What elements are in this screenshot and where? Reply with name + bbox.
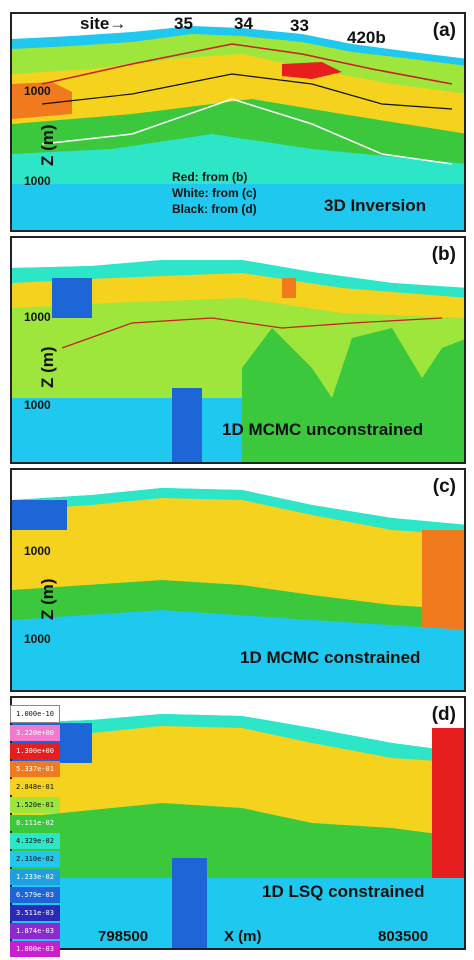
- panel-label-c: (c): [432, 476, 456, 497]
- panel-title-c: 1D MCMC constrained: [240, 648, 421, 667]
- legend-item: 2.310e-02: [10, 851, 60, 867]
- annotation-white: White: from (c): [172, 186, 257, 200]
- depth-tick-bottom-a: 1000: [24, 174, 51, 188]
- depth-tick-bottom-c: 1000: [24, 632, 51, 646]
- depth-tick-bottom-b: 1000: [24, 398, 51, 412]
- panel-a-section: [12, 14, 464, 230]
- line-annotations: Red: from (b) White: from (c) Black: fro…: [172, 169, 257, 217]
- site-34: 34: [234, 14, 253, 33]
- annotation-red: Red: from (b): [172, 170, 248, 184]
- site-prefix: site→: [80, 14, 127, 33]
- x-axis-label: X (m): [224, 928, 262, 945]
- depth-tick-top-b: 1000: [24, 310, 51, 324]
- panel-d-section: [12, 698, 464, 948]
- legend-item: 6.579e-03: [10, 887, 60, 903]
- site-33: 33: [290, 16, 309, 35]
- site-35: 35: [174, 14, 193, 33]
- panel-d: (d) 1D LSQ constrained 798500 X (m) 8035…: [10, 696, 466, 950]
- panel-a: site→ 35 34 33 420b (a) Red: from (b) Wh…: [10, 12, 466, 232]
- legend-item: 1.000e-03: [10, 941, 60, 957]
- legend-item: 1.000e-10: [10, 705, 60, 723]
- panel-label-d: (d): [431, 704, 456, 725]
- panel-title-a: 3D Inversion: [324, 196, 427, 215]
- site-420b: 420b: [347, 28, 386, 47]
- panel-c: (c) 1D MCMC constrained 1000 1000 Z (m): [10, 468, 466, 692]
- panel-title-b: 1D MCMC unconstrained: [222, 420, 424, 439]
- legend-item: 1.233e-02: [10, 869, 60, 885]
- annotation-black: Black: from (d): [172, 202, 257, 216]
- z-axis-label-c: Z (m): [38, 578, 57, 620]
- panel-label-b: (b): [431, 244, 456, 265]
- legend-item: 3.511e-03: [10, 905, 60, 921]
- depth-tick-top-a: 1000: [24, 84, 51, 98]
- x-tick-798500: 798500: [98, 928, 149, 945]
- depth-tick-top-c: 1000: [24, 544, 51, 558]
- legend-item: 4.329e-02: [10, 833, 60, 849]
- x-tick-803500: 803500: [378, 928, 429, 945]
- z-axis-label-a: Z (m): [38, 124, 57, 166]
- legend-item: 1.300e+00: [10, 743, 60, 759]
- legend-item: 1.874e-03: [10, 923, 60, 939]
- legend-item: 2.848e-01: [10, 779, 60, 795]
- panel-title-d: 1D LSQ constrained: [262, 882, 425, 901]
- legend-item: 5.337e-01: [10, 761, 60, 777]
- color-legend: 1.000e-10 3.220e+00 1.300e+00 5.337e-01 …: [10, 705, 60, 959]
- panel-b-section: [12, 238, 464, 462]
- panel-c-section: [12, 470, 464, 690]
- panel-label-a: (a): [432, 20, 456, 41]
- z-axis-label-b: Z (m): [38, 346, 57, 388]
- legend-item: 3.220e+00: [10, 725, 60, 741]
- panel-b: (b) 1D MCMC unconstrained 1000 1000 Z (m…: [10, 236, 466, 464]
- legend-item: 8.111e-02: [10, 815, 60, 831]
- legend-item: 1.520e-01: [10, 797, 60, 813]
